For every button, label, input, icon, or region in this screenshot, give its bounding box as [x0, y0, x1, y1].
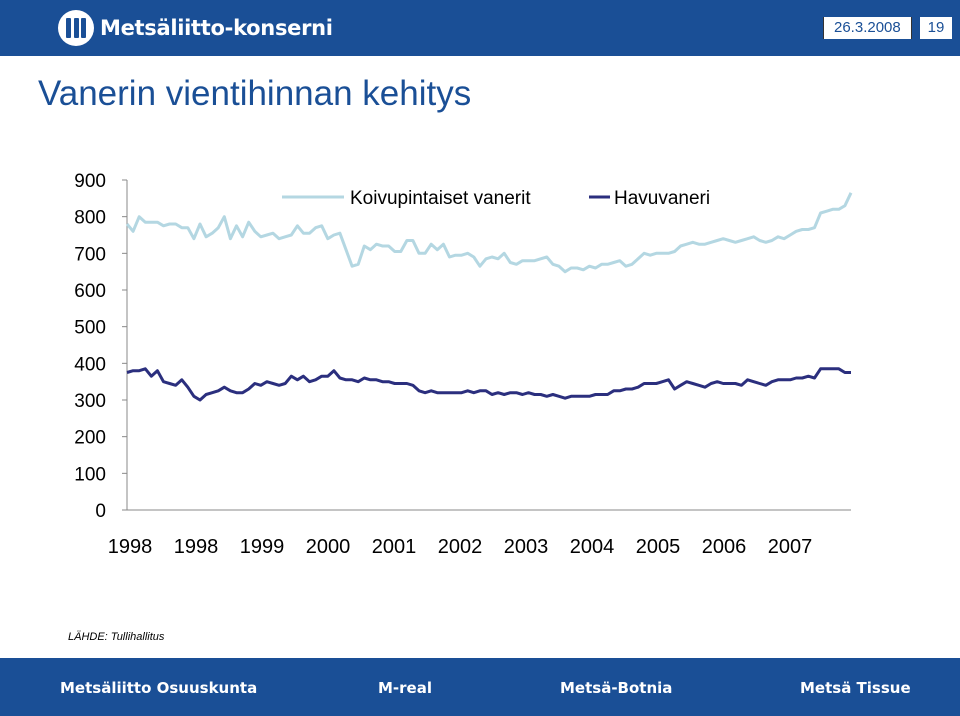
source-note: LÄHDE: Tullihallitus [68, 631, 165, 643]
x-tick-label: 2007 [768, 536, 813, 558]
logo-text: Metsäliitto-konserni [100, 16, 333, 40]
x-tick-label: 2003 [504, 536, 549, 558]
header-bar: Metsäliitto-konserni 26.3.2008 19 [0, 0, 960, 56]
x-tick-label: 2002 [438, 536, 483, 558]
x-axis: 1998 1998 1999 2000 2001 2002 2003 2004 2005 2006… [108, 509, 851, 558]
page-number: 19 [920, 17, 952, 39]
y-tick-label: 400 [74, 354, 106, 375]
series-line-havuvaneri [126, 367, 851, 402]
chart-legend: Koivupintaiset vanerit Havuvaneri [282, 188, 710, 209]
chart-series [125, 192, 853, 402]
series-line-koivupintaiset-vanerit [125, 192, 853, 274]
slide-date: 26.3.2008 [823, 17, 912, 39]
x-tick-label: 2004 [570, 536, 615, 558]
company-logo: Metsäliitto-konserni [58, 9, 333, 47]
footer-bar: Metsäliitto Osuuskunta M-real Metsä-Botn… [0, 658, 960, 716]
x-tick-label: 1999 [240, 536, 285, 558]
y-tick-label: 700 [74, 244, 106, 265]
y-tick-label: 100 [74, 464, 106, 485]
x-tick-label: 2001 [372, 536, 417, 558]
legend-label: Havuvaneri [614, 188, 710, 209]
y-tick-label: 300 [74, 391, 106, 412]
slide-title: Vanerin vientihinnan kehitys [38, 74, 472, 113]
footer-company-metsaliitto-osuuskunta: Metsäliitto Osuuskunta [60, 679, 258, 697]
legend-label: Koivupintaiset vanerit [350, 188, 531, 209]
footer-company-m-real: M-real [378, 679, 432, 697]
x-tick-label: 1998 [108, 536, 153, 558]
y-tick-label: 800 [74, 208, 106, 229]
footer-company-metsa-tissue: Metsä Tissue [800, 679, 911, 697]
tree-logo-icon [58, 10, 94, 46]
y-tick-label: 500 [74, 318, 106, 339]
y-tick-label: 200 [74, 428, 106, 449]
x-tick-label: 2000 [306, 536, 351, 558]
x-tick-label: 2005 [636, 536, 681, 558]
footer-company-metsa-botnia: Metsä-Botnia [560, 679, 673, 697]
y-tick-label: 900 [74, 171, 106, 192]
x-tick-label: 2006 [702, 536, 747, 558]
y-tick-label: 0 [95, 501, 106, 522]
x-tick-label: 1998 [174, 536, 219, 558]
y-tick-label: 600 [74, 281, 106, 302]
y-axis: 0 100 200 300 400 500 600 700 800 900 [74, 171, 128, 522]
